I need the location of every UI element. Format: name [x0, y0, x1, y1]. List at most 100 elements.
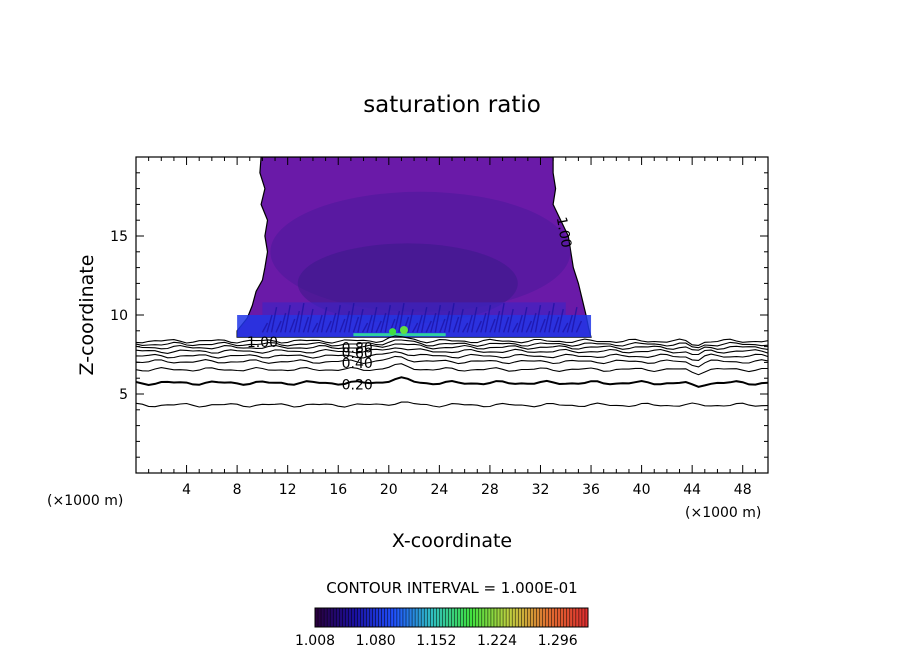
colorbar-cell: [484, 608, 489, 627]
band-streak: [566, 314, 574, 333]
colorbar-cell: [406, 608, 410, 627]
x-tick-label: 20: [380, 482, 398, 498]
colorbar-cell: [524, 608, 528, 627]
colorbar-cell: [487, 608, 492, 627]
colorbar-cell: [469, 608, 474, 627]
y-tick-label: 5: [119, 387, 128, 403]
colorbar-cell: [581, 608, 586, 627]
band-streak: [289, 318, 296, 333]
colorbar-tick-label: 1.152: [416, 633, 456, 649]
y-axis-label: Z-coordinate: [76, 255, 98, 376]
colorbar-cell: [387, 608, 392, 627]
colorbar-cell: [572, 608, 577, 627]
band-streak: [461, 322, 469, 333]
colorbar-cell: [463, 608, 467, 627]
contour-line: [136, 343, 768, 351]
colorbar-cell: [324, 608, 328, 627]
colorbar-cell: [415, 608, 419, 627]
colorbar-cell: [418, 608, 422, 627]
maximum-spot: [399, 326, 408, 335]
colorbar-cell: [412, 608, 416, 627]
contour-label: 0.20: [342, 378, 373, 394]
band-streak: [480, 312, 487, 333]
colorbar: 1.008 1.080 1.152 1.224 1.296: [295, 607, 589, 649]
colorbar-cell: [515, 608, 519, 627]
band-streak: [334, 304, 341, 333]
band-streak: [557, 308, 564, 333]
x-tick-label: 40: [633, 482, 651, 498]
colorbar-cell: [436, 608, 440, 627]
colorbar-cell: [342, 608, 346, 627]
colorbar-cell: [521, 608, 525, 627]
saturation-band-top: [262, 302, 566, 315]
band-streak: [366, 314, 373, 333]
band-streak: [484, 304, 492, 333]
band-streak: [439, 318, 446, 333]
band-streak: [270, 306, 278, 333]
colorbar-cell: [478, 608, 483, 627]
colorbar-cell: [527, 608, 531, 627]
band-streak: [320, 306, 328, 333]
band-streak: [443, 310, 451, 333]
band-streak: [266, 314, 273, 333]
colorbar-cell: [584, 608, 589, 627]
band-streak: [352, 316, 360, 333]
x-tick-label: 12: [279, 482, 297, 498]
colorbar-cell: [560, 608, 565, 627]
x-tick-label: 36: [582, 482, 600, 498]
band-streak: [530, 312, 537, 333]
band-streak: [279, 312, 287, 333]
band-streak: [489, 318, 496, 333]
colorbar-cell: [460, 608, 464, 627]
colorbar-cell: [451, 608, 455, 627]
band-streak: [293, 310, 300, 333]
colorbar-cell: [566, 608, 571, 627]
band-streak: [466, 314, 473, 333]
colorbar-cell: [433, 608, 437, 627]
contour-line: [136, 401, 768, 408]
colorbar-cell: [396, 608, 401, 627]
contour-label: 0.80: [342, 340, 373, 356]
colorbar-cell: [445, 608, 449, 627]
band-streak: [357, 308, 364, 333]
maximum-spot: [389, 328, 397, 336]
colorbar-cell: [536, 608, 540, 627]
band-streak: [434, 304, 442, 333]
colorbar-cell: [490, 608, 495, 627]
saturation-band: [237, 315, 592, 338]
contour-label: 1.00: [247, 335, 278, 351]
colorbar-cell: [548, 608, 552, 627]
colorbar-cell: [545, 608, 549, 627]
band-streak: [420, 306, 428, 333]
colorbar-cell: [421, 608, 425, 627]
x-tick-label: 48: [734, 482, 752, 498]
colorbar-cell: [424, 608, 428, 627]
band-streak: [512, 322, 519, 333]
colorbar-cell: [409, 608, 413, 627]
colorbar-cell: [351, 608, 355, 627]
band-streak: [493, 310, 501, 333]
colorbar-cell: [348, 608, 352, 627]
band-streak: [298, 303, 305, 333]
colorbar-cell: [442, 608, 446, 627]
band-streak: [548, 303, 555, 333]
x-axis-label: X-coordinate: [392, 530, 512, 552]
colorbar-cell: [457, 608, 461, 627]
colorbar-cell: [497, 608, 501, 627]
band-streak: [562, 322, 569, 333]
x-tick-label: 44: [683, 482, 701, 498]
colorbar-cell: [439, 608, 443, 627]
colorbar-tick-label: 1.296: [538, 633, 578, 649]
colorbar-cell: [318, 608, 322, 627]
colorbar-cell: [578, 608, 583, 627]
colorbar-cell: [503, 608, 507, 627]
x-tick-label: 8: [233, 482, 242, 498]
contour-line: [136, 347, 768, 356]
colorbar-tick-label: 1.224: [477, 633, 517, 649]
colorbar-cell: [357, 608, 361, 627]
colorbar-cell: [399, 608, 404, 627]
colorbar-cell: [557, 608, 561, 627]
colorbar-cell: [354, 608, 358, 627]
colorbar-cell: [539, 608, 543, 627]
band-streak: [370, 306, 378, 333]
